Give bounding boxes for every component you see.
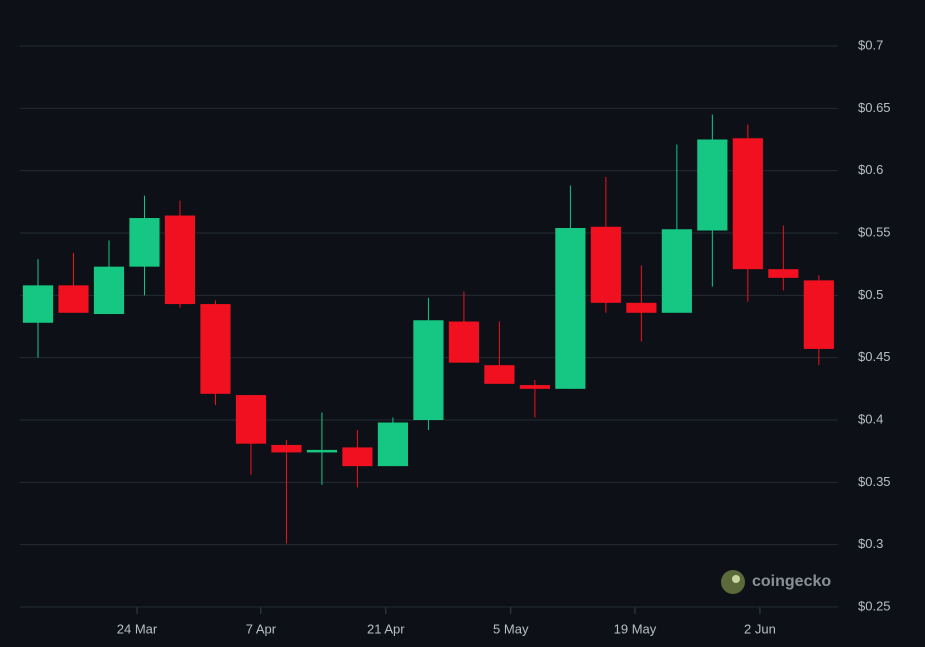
candle-body (235, 395, 267, 444)
x-tick-label: 7 Apr (246, 621, 277, 636)
watermark: coingecko (752, 573, 831, 590)
candle-body (732, 138, 763, 270)
y-tick-label: $0.3 (858, 536, 883, 551)
candle-body (271, 444, 302, 453)
candle-body (768, 269, 799, 278)
y-tick-label: $0.4 (858, 411, 883, 426)
y-tick-label: $0.55 (858, 224, 891, 239)
y-tick-label: $0.45 (858, 349, 891, 364)
candle-body (413, 320, 444, 420)
candle-body (129, 218, 160, 267)
candle-body (697, 139, 728, 231)
candle-body (342, 447, 373, 467)
candle-body (626, 302, 657, 313)
candle-body (519, 385, 550, 389)
x-tick-label: 2 Jun (744, 621, 776, 636)
x-tick-label: 19 May (614, 621, 657, 636)
candle-body (555, 228, 586, 389)
candle-body (58, 285, 89, 313)
candle-body (448, 321, 479, 363)
candle-body (803, 280, 834, 349)
candle-body (590, 226, 621, 303)
candle-body (661, 229, 692, 313)
candle-body (377, 422, 409, 467)
watermark-logo (721, 570, 745, 594)
candle-body (22, 285, 54, 323)
candle-body (164, 215, 196, 305)
y-tick-label: $0.7 (858, 37, 883, 52)
x-tick-label: 5 May (493, 621, 529, 636)
x-tick-label: 21 Apr (367, 621, 405, 636)
y-tick-label: $0.35 (858, 474, 891, 489)
candle-body (484, 365, 515, 384)
y-tick-label: $0.6 (858, 162, 883, 177)
x-tick-label: 24 Mar (117, 621, 158, 636)
y-tick-label: $0.5 (858, 287, 883, 302)
candle-body (306, 449, 338, 453)
y-tick-label: $0.65 (858, 100, 891, 115)
y-tick-label: $0.25 (858, 598, 891, 613)
candle-body (93, 266, 125, 315)
candle-body (200, 304, 231, 394)
